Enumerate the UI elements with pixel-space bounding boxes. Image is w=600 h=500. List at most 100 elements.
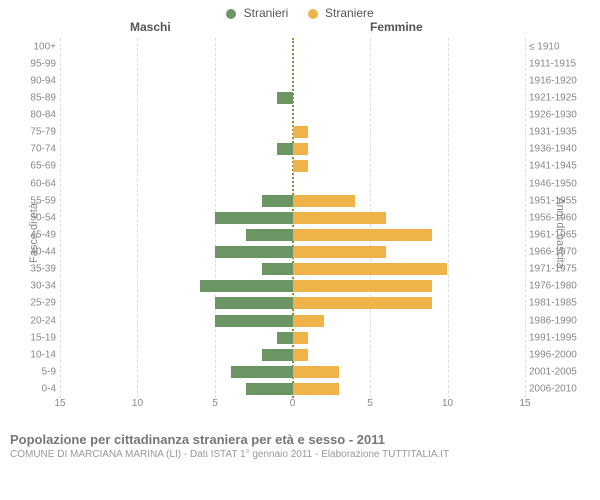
bar-male bbox=[262, 263, 293, 275]
x-tick: 15 bbox=[54, 398, 65, 409]
birth-year-label: 1911-1915 bbox=[529, 58, 593, 69]
bar-male bbox=[215, 315, 292, 327]
bar-female bbox=[293, 143, 309, 155]
pyramid-row: 45-491961-1965 bbox=[60, 226, 525, 243]
birth-year-label: 1961-1965 bbox=[529, 229, 593, 240]
age-label: 25-29 bbox=[12, 298, 56, 309]
bar-female bbox=[293, 349, 309, 361]
birth-year-label: 1946-1950 bbox=[529, 178, 593, 189]
bar-male bbox=[277, 92, 293, 104]
bar-male bbox=[277, 143, 293, 155]
age-label: 65-69 bbox=[12, 161, 56, 172]
bar-male bbox=[262, 195, 293, 207]
legend-item-male: Stranieri bbox=[226, 6, 288, 20]
x-axis: 15105051015 bbox=[60, 398, 525, 418]
legend-label-male: Stranieri bbox=[244, 6, 289, 20]
pyramid-row: 60-641946-1950 bbox=[60, 175, 525, 192]
rows-container: 100+≤ 191095-991911-191590-941916-192085… bbox=[60, 38, 525, 398]
bar-male bbox=[246, 383, 293, 395]
legend-item-female: Straniere bbox=[308, 6, 374, 20]
pyramid-row: 50-541956-1960 bbox=[60, 209, 525, 226]
birth-year-label: 2001-2005 bbox=[529, 366, 593, 377]
bar-female bbox=[293, 195, 355, 207]
birth-year-label: 1971-1975 bbox=[529, 264, 593, 275]
age-label: 90-94 bbox=[12, 75, 56, 86]
birth-year-label: 2006-2010 bbox=[529, 384, 593, 395]
bar-male bbox=[215, 246, 292, 258]
bar-male bbox=[246, 229, 293, 241]
x-tick: 15 bbox=[519, 398, 530, 409]
pyramid-row: 30-341976-1980 bbox=[60, 278, 525, 295]
bar-male bbox=[231, 366, 293, 378]
age-label: 55-59 bbox=[12, 195, 56, 206]
birth-year-label: 1921-1925 bbox=[529, 92, 593, 103]
x-tick: 10 bbox=[132, 398, 143, 409]
birth-year-label: ≤ 1910 bbox=[529, 41, 593, 52]
birth-year-label: 1996-2000 bbox=[529, 349, 593, 360]
age-label: 80-84 bbox=[12, 110, 56, 121]
bar-male bbox=[277, 332, 293, 344]
pyramid-row: 55-591951-1955 bbox=[60, 192, 525, 209]
age-label: 70-74 bbox=[12, 144, 56, 155]
birth-year-label: 1951-1955 bbox=[529, 195, 593, 206]
legend: Stranieri Straniere bbox=[0, 0, 600, 20]
age-label: 30-34 bbox=[12, 281, 56, 292]
gridline bbox=[525, 38, 526, 398]
bar-female bbox=[293, 263, 448, 275]
chart-title: Popolazione per cittadinanza straniera p… bbox=[10, 432, 590, 447]
bar-male bbox=[262, 349, 293, 361]
birth-year-label: 1981-1985 bbox=[529, 298, 593, 309]
birth-year-label: 1956-1960 bbox=[529, 212, 593, 223]
plot: 100+≤ 191095-991911-191590-941916-192085… bbox=[60, 38, 525, 398]
x-tick: 5 bbox=[212, 398, 218, 409]
x-tick: 10 bbox=[442, 398, 453, 409]
age-label: 95-99 bbox=[12, 58, 56, 69]
pyramid-row: 20-241986-1990 bbox=[60, 312, 525, 329]
pyramid-row: 75-791931-1935 bbox=[60, 124, 525, 141]
birth-year-label: 1941-1945 bbox=[529, 161, 593, 172]
pyramid-row: 5-92001-2005 bbox=[60, 363, 525, 380]
age-label: 0-4 bbox=[12, 384, 56, 395]
swatch-female bbox=[308, 9, 318, 19]
pyramid-row: 70-741936-1940 bbox=[60, 141, 525, 158]
bar-female bbox=[293, 126, 309, 138]
footer: Popolazione per cittadinanza straniera p… bbox=[0, 428, 600, 460]
swatch-male bbox=[226, 9, 236, 19]
pyramid-row: 15-191991-1995 bbox=[60, 329, 525, 346]
birth-year-label: 1936-1940 bbox=[529, 144, 593, 155]
age-label: 75-79 bbox=[12, 127, 56, 138]
chart-subtitle: COMUNE DI MARCIANA MARINA (LI) - Dati IS… bbox=[10, 449, 590, 460]
birth-year-label: 1986-1990 bbox=[529, 315, 593, 326]
age-label: 20-24 bbox=[12, 315, 56, 326]
bar-female bbox=[293, 212, 386, 224]
pyramid-row: 25-291981-1985 bbox=[60, 295, 525, 312]
chart-area: Fasce di età Anni di nascita 100+≤ 19109… bbox=[0, 38, 600, 428]
bar-female bbox=[293, 229, 433, 241]
bar-male bbox=[200, 280, 293, 292]
age-label: 5-9 bbox=[12, 366, 56, 377]
age-label: 35-39 bbox=[12, 264, 56, 275]
pyramid-row: 90-941916-1920 bbox=[60, 72, 525, 89]
birth-year-label: 1966-1970 bbox=[529, 247, 593, 258]
birth-year-label: 1991-1995 bbox=[529, 332, 593, 343]
pyramid-row: 85-891921-1925 bbox=[60, 89, 525, 106]
bar-female bbox=[293, 366, 340, 378]
pyramid-row: 0-42006-2010 bbox=[60, 381, 525, 398]
bar-female bbox=[293, 297, 433, 309]
bar-male bbox=[215, 212, 292, 224]
x-tick: 5 bbox=[367, 398, 373, 409]
pyramid-row: 35-391971-1975 bbox=[60, 261, 525, 278]
pyramid-row: 40-441966-1970 bbox=[60, 244, 525, 261]
bar-female bbox=[293, 332, 309, 344]
bar-female bbox=[293, 315, 324, 327]
age-label: 40-44 bbox=[12, 247, 56, 258]
birth-year-label: 1931-1935 bbox=[529, 127, 593, 138]
age-label: 45-49 bbox=[12, 229, 56, 240]
column-headers: Maschi Femmine bbox=[0, 20, 600, 38]
pyramid-row: 10-141996-2000 bbox=[60, 346, 525, 363]
birth-year-label: 1976-1980 bbox=[529, 281, 593, 292]
age-label: 15-19 bbox=[12, 332, 56, 343]
legend-label-female: Straniere bbox=[325, 6, 374, 20]
header-female: Femmine bbox=[370, 20, 423, 34]
age-label: 100+ bbox=[12, 41, 56, 52]
